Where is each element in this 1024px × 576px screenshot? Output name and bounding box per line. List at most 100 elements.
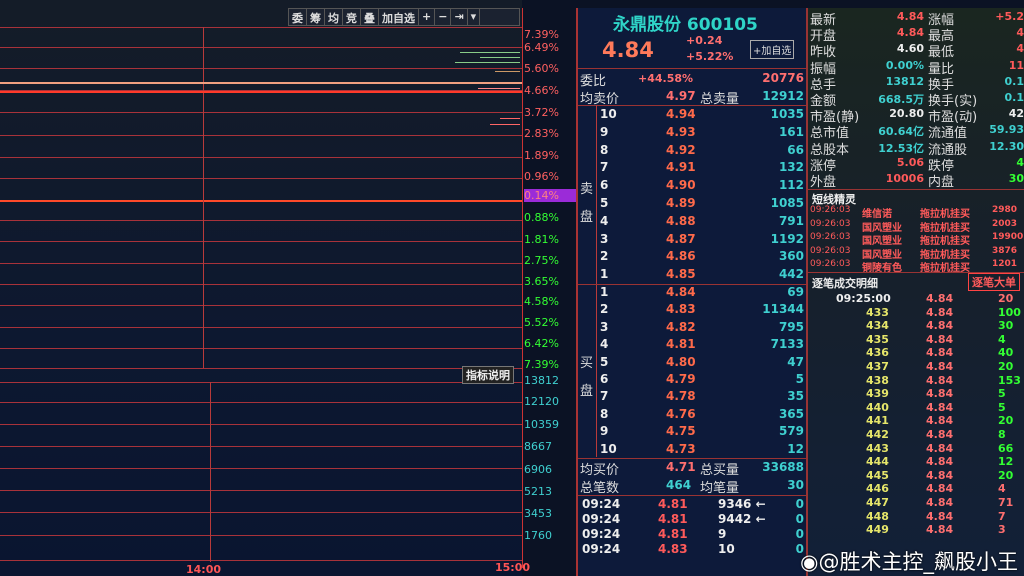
total-buy-value: 33688 [762,460,804,474]
tick-count: 0 [795,527,804,541]
toolbar-button[interactable]: 叠 [361,9,379,25]
detail-price: 4.84 [926,468,954,482]
detail-volume: 4 [998,482,1006,496]
level-number: 9 [600,424,609,439]
level-number: 1 [600,285,609,299]
grid-line [0,348,522,349]
level-price: 4.82 [666,319,696,334]
toolbar-button[interactable]: − [435,9,452,25]
price-pct-tick: 3.72% [524,106,559,119]
order-bar [490,124,520,125]
elf-time: 09:26:03 [810,205,851,215]
toolbar-button[interactable]: 委 [289,9,307,25]
total-buy-label: 总买量 [700,463,740,478]
detail-price: 4.84 [926,387,954,401]
detail-volume: 40 [998,346,1014,360]
add-watchlist-button[interactable]: +加自选 [750,40,795,59]
tick-volume: 9346 ← [718,497,766,511]
toolbar-button[interactable]: 竞 [343,9,361,25]
grid-line [0,263,522,264]
level-price: 4.78 [666,389,696,404]
detail-volume: 5 [998,400,1006,414]
price-pct-tick: 0.88% [524,211,559,224]
toolbar-button[interactable]: 筹 [307,9,325,25]
tick-detail-title: 逐笔成交明细 [812,277,878,290]
detail-time: 437 [866,360,889,373]
volume-tick: 10359 [524,418,559,431]
toolbar-button[interactable]: ⇥ [451,9,468,25]
elf-time: 09:26:03 [810,232,851,242]
detail-time: 09:25:00 [836,292,891,305]
weibi-value: +44.58% [638,72,694,85]
level-number: 9 [600,124,609,139]
stat-value: 4 [1016,42,1024,56]
detail-time: 439 [866,387,889,401]
stat-value: 20.80 [889,107,924,121]
detail-time: 445 [866,468,889,482]
detail-volume: 20 [998,360,1014,373]
price-pct-tick: 4.66% [524,84,559,97]
elf-stock[interactable]: 国风塑业 [862,249,902,261]
trade-count-value: 464 [666,478,692,492]
elf-stock[interactable]: 维信诺 [862,209,892,220]
price-pct-tick: 1.81% [524,233,559,246]
stat-label: 涨停 [810,158,837,174]
price-pct-tick: 3.65% [524,275,559,288]
weicha-value: 20776 [762,71,804,85]
price-change: +0.24 [686,34,723,47]
toolbar-button[interactable]: + [419,9,436,25]
divider [596,105,597,457]
detail-price: 4.84 [926,455,954,469]
detail-volume: 5 [998,387,1006,401]
level-number: 2 [600,249,609,264]
total-sell-value: 12912 [762,89,804,103]
level-volume: 360 [778,249,804,264]
grid-line [0,241,522,242]
toolbar-button[interactable]: 加自选 [379,9,419,25]
stat-value: 668.5万 [878,93,924,106]
level-number: 2 [600,302,609,317]
toolbar-button[interactable]: ▾ [468,9,481,25]
level-number: 8 [600,142,609,157]
stat-value: 12.53亿 [878,141,924,155]
intraday-chart[interactable] [0,0,522,576]
tick-price: 4.81 [658,512,688,526]
order-bar [455,62,520,63]
detail-time: 449 [866,523,889,537]
grid-line [0,220,522,221]
detail-volume: 3 [998,523,1006,537]
stat-value: 4.60 [896,42,924,56]
level-price: 4.92 [666,142,696,157]
detail-time: 442 [866,428,889,441]
level-volume: 11344 [762,302,804,317]
big-order-button[interactable]: 逐笔大单 [968,273,1020,291]
detail-time: 438 [866,373,889,387]
tick-volume: 9442 ← [718,512,766,526]
grid-line [0,402,522,403]
level-volume: 47 [787,354,804,369]
elf-stock[interactable]: 国风塑业 [862,236,902,247]
avg-volume-value: 30 [787,478,804,492]
time-divider [210,382,211,562]
grid-line [0,112,522,113]
elf-event: 拖拉机挂买 [920,249,970,261]
detail-time: 434 [866,319,889,333]
grid-line [0,446,522,447]
detail-time: 447 [866,496,889,509]
level-price: 4.94 [666,107,696,121]
divider [578,105,808,106]
grid-line [0,178,522,179]
elf-time: 09:26:03 [810,259,851,269]
indicator-explain-button[interactable]: 指标说明 [462,366,514,384]
level-price: 4.83 [666,302,696,317]
level-volume: 579 [778,424,804,439]
elf-volume: 1201 [992,259,1018,269]
level-volume: 35 [787,389,804,404]
elf-stock[interactable]: 铜陵有色 [862,263,902,274]
toolbar-button[interactable]: 均 [325,9,343,25]
level-volume: 161 [778,124,804,139]
volume-tick: 1760 [524,529,552,542]
elf-stock[interactable]: 国风塑业 [862,222,902,234]
detail-price: 4.84 [926,428,954,441]
level-number: 6 [600,372,609,386]
